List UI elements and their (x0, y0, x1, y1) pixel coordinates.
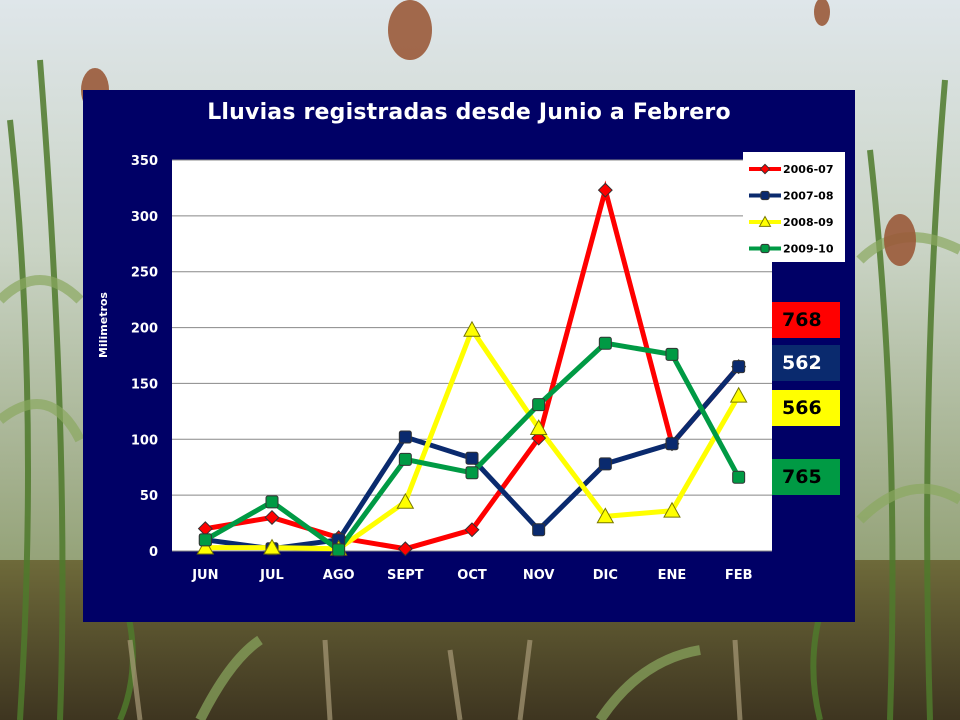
legend-swatch-marker (760, 243, 770, 254)
season-total-badge: 566 (772, 390, 840, 426)
data-point (463, 320, 481, 337)
x-tick-label: JUN (191, 568, 218, 583)
data-point (196, 538, 215, 555)
chart-title: Lluvias registradas desde Junio a Febrer… (207, 100, 731, 125)
x-tick-label: JUL (259, 568, 284, 583)
data-point (597, 182, 613, 198)
season-total-badge: 768 (772, 302, 840, 338)
data-point (665, 437, 679, 451)
data-point (465, 451, 479, 465)
data-point (464, 522, 480, 538)
y-axis-label: Milimetros (97, 292, 110, 358)
y-tick-label: 350 (131, 154, 158, 169)
y-tick-label: 300 (131, 210, 158, 225)
data-point (265, 495, 279, 509)
data-point (397, 541, 413, 557)
y-tick-label: 100 (131, 433, 158, 448)
legend-swatch-marker (758, 215, 772, 227)
y-tick-label: 200 (131, 322, 158, 337)
data-point (532, 398, 546, 412)
data-point (263, 538, 281, 555)
data-point (532, 523, 546, 537)
x-tick-label: AGO (323, 568, 355, 583)
season-total-badge: 765 (772, 459, 840, 495)
data-point (598, 457, 612, 471)
data-point (198, 533, 212, 547)
legend-label: 2006-07 (783, 163, 834, 176)
data-point (596, 507, 615, 524)
x-tick-label: FEB (725, 568, 753, 583)
y-tick-label: 0 (149, 545, 158, 560)
legend-label: 2008-09 (783, 216, 834, 229)
data-point (729, 386, 748, 403)
data-point (332, 543, 346, 557)
data-point (264, 509, 280, 525)
x-tick-label: DIC (593, 568, 618, 583)
data-point (398, 452, 412, 466)
x-tick-label: OCT (457, 568, 487, 583)
x-tick-label: ENE (658, 568, 687, 583)
y-tick-label: 250 (131, 266, 158, 281)
data-point (396, 492, 415, 509)
y-tick-label: 150 (131, 377, 158, 392)
data-point (732, 360, 746, 374)
data-point (465, 466, 479, 480)
data-point (398, 430, 412, 444)
data-point (732, 470, 746, 484)
season-total-badge: 562 (772, 345, 840, 381)
data-point (665, 347, 679, 361)
data-point (663, 501, 681, 518)
legend-label: 2007-08 (783, 190, 834, 203)
data-point (598, 336, 612, 350)
x-tick-label: SEPT (387, 568, 424, 583)
data-point (529, 419, 548, 436)
y-tick-label: 50 (140, 489, 158, 504)
legend-swatch-marker (759, 163, 771, 175)
x-tick-label: NOV (523, 568, 555, 583)
legend-label: 2009-10 (783, 243, 834, 256)
legend-swatch-marker (760, 190, 770, 201)
